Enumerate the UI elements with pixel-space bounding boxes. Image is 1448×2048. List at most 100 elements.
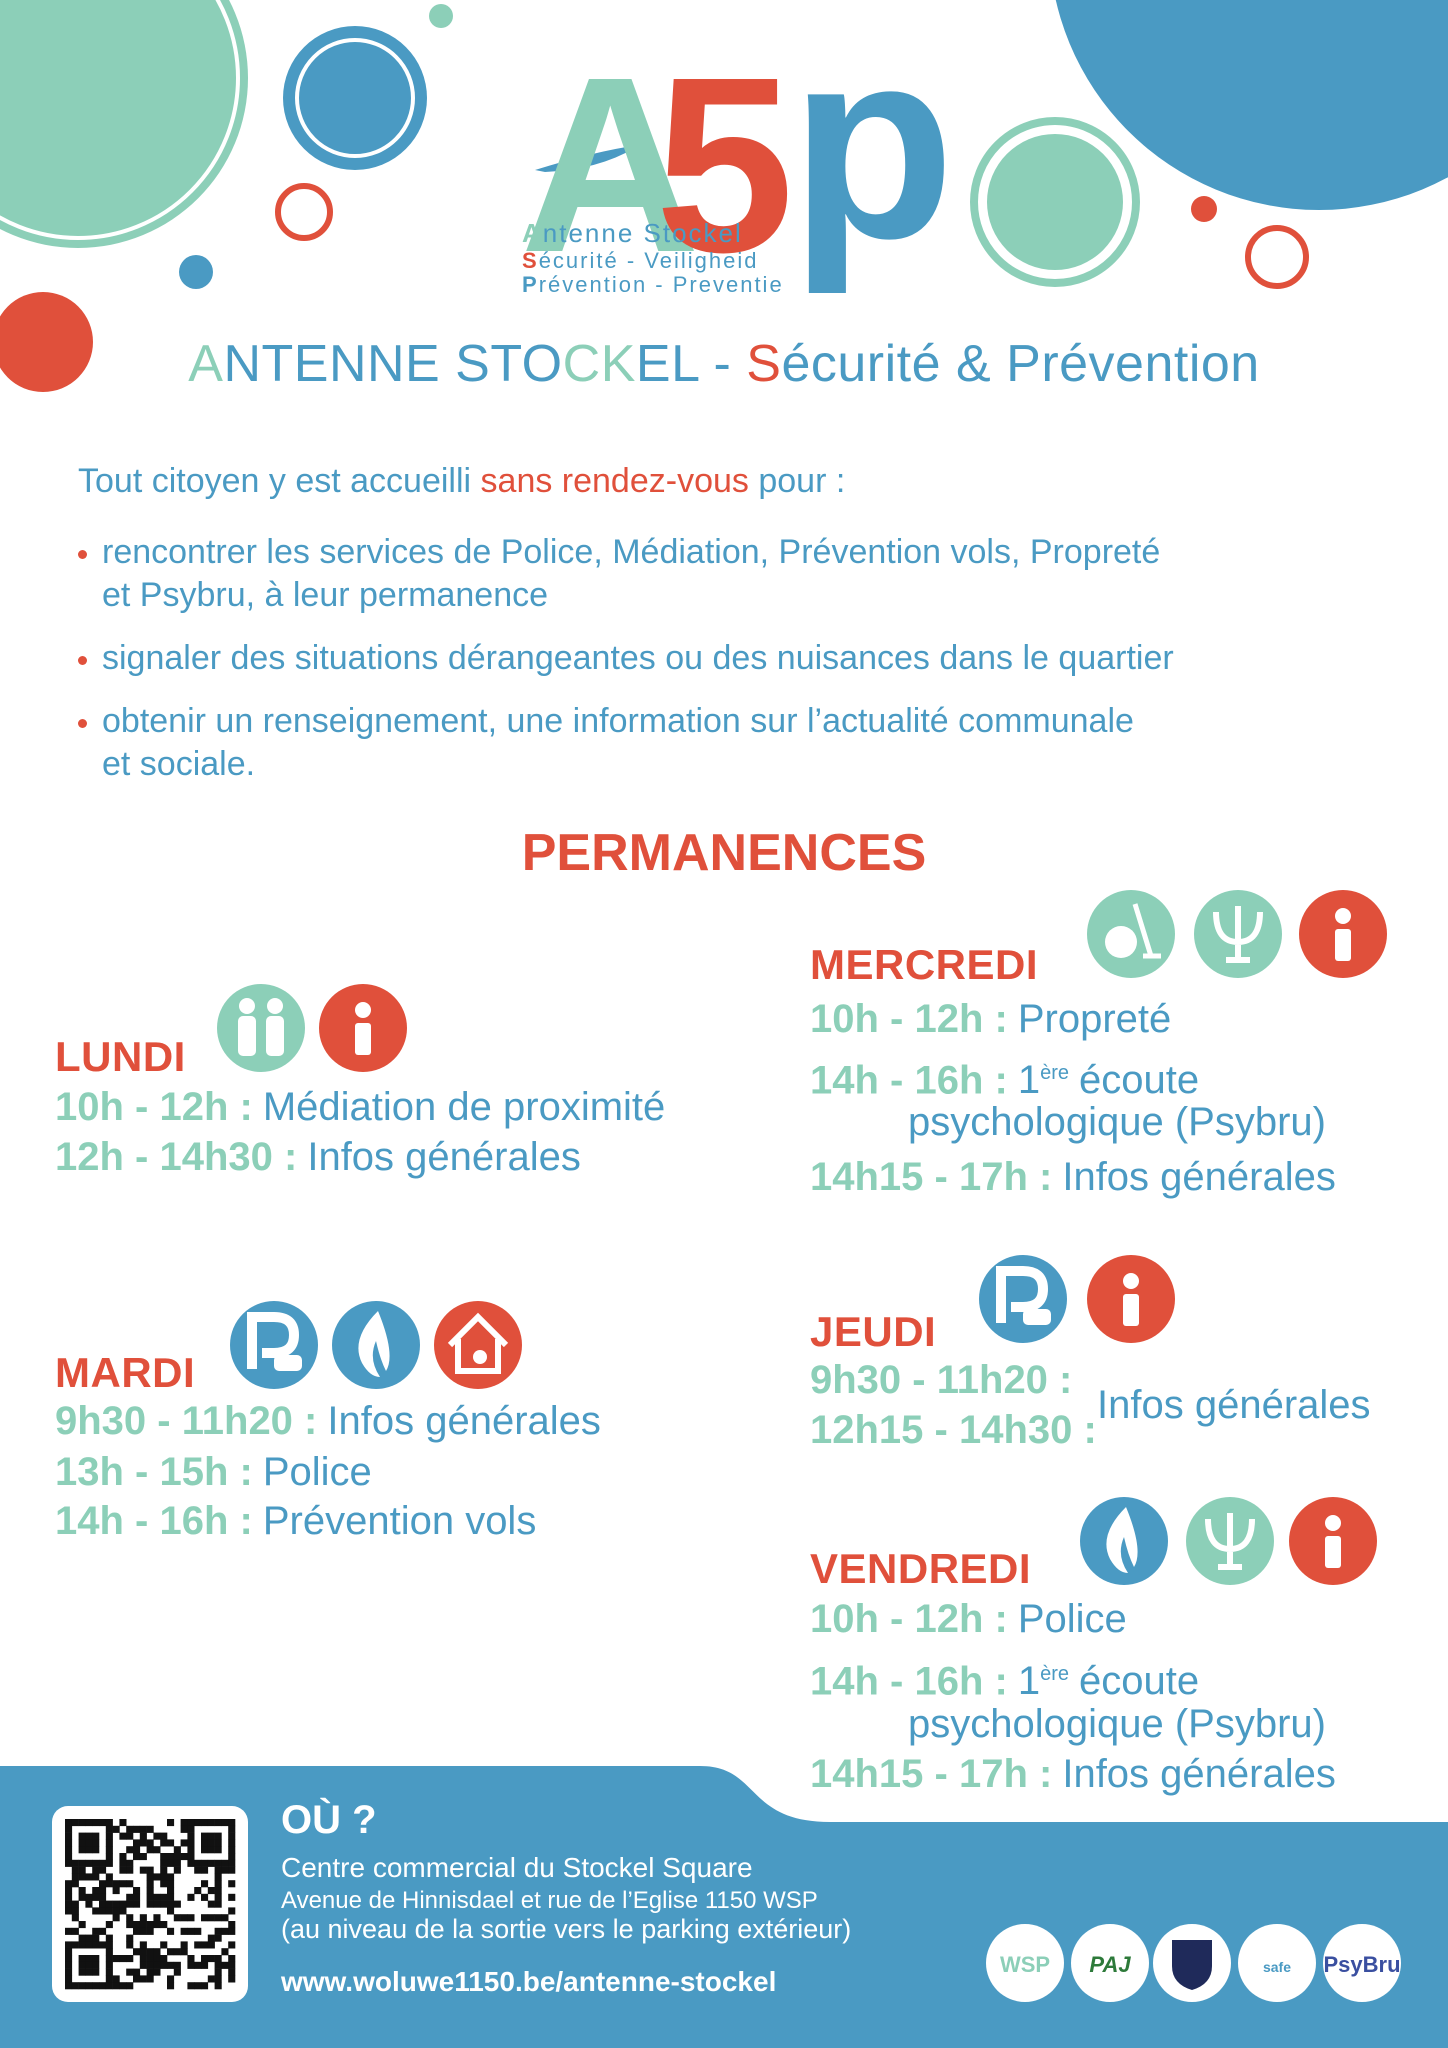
time: 12h - 14h30 : <box>55 1135 298 1179</box>
qr-cell <box>92 1955 100 1963</box>
qr-cell <box>167 1982 175 1990</box>
deco-dot <box>429 4 453 28</box>
qr-cell <box>139 1832 147 1840</box>
qr-cell <box>65 1927 73 1935</box>
qr-cell <box>65 1880 73 1888</box>
qr-cell <box>78 1893 86 1901</box>
qr-cell <box>173 1914 181 1922</box>
qr-cell <box>105 1839 113 1847</box>
qr-cell <box>146 1880 154 1888</box>
qr-cell <box>214 1887 222 1895</box>
qr-cell <box>71 1927 79 1935</box>
description: Propreté <box>1017 997 1172 1041</box>
qr-cell <box>207 1859 215 1867</box>
qr-cell <box>133 1948 141 1956</box>
qr-cell <box>187 1982 195 1990</box>
qr-cell <box>78 1859 86 1867</box>
logo-line: Prévention - Preventie <box>522 272 784 297</box>
qr-cell <box>85 1941 93 1949</box>
qr-cell <box>85 1893 93 1901</box>
qr-cell <box>105 1934 113 1942</box>
qr-cell <box>71 1819 79 1827</box>
qr-cell <box>139 1961 147 1969</box>
qr-cell <box>194 1887 202 1895</box>
qr-cell <box>92 1832 100 1840</box>
qr-cell <box>228 1832 236 1840</box>
qr-code <box>65 1819 236 1990</box>
schedule-line: 14h - 16h :1ère écoute <box>810 1051 1199 1102</box>
qr-cell <box>105 1853 113 1861</box>
icon-glyph <box>239 998 255 1014</box>
icon-glyph <box>355 1023 371 1055</box>
qr-cell <box>207 1934 215 1942</box>
qr-cell <box>92 1887 100 1895</box>
qr-cell <box>105 1941 113 1949</box>
icon-psy <box>1186 1497 1274 1585</box>
qr-cell <box>92 1873 100 1881</box>
qr-cell <box>221 1866 229 1874</box>
qr-cell <box>173 1948 181 1956</box>
title-part: NTENNE STO <box>223 335 563 393</box>
qr-cell <box>139 1955 147 1963</box>
qr-cell <box>153 1968 161 1976</box>
qr-cell <box>214 1819 222 1827</box>
intro-part: sans rendez-vous <box>480 462 749 500</box>
qr-cell <box>228 1846 236 1854</box>
icon-glyph <box>247 1312 300 1369</box>
logo-letter: 5 <box>655 25 795 304</box>
qr-cell <box>153 1921 161 1929</box>
qr-cell <box>167 1961 175 1969</box>
logo-letter: A <box>520 25 701 304</box>
qr-cell <box>153 1900 161 1908</box>
qr-cell <box>119 1880 127 1888</box>
qr-cell <box>65 1832 73 1840</box>
qr-cell <box>126 1941 134 1949</box>
description: Infos générales <box>307 1135 581 1179</box>
qr-cell <box>201 1914 209 1922</box>
qr-cell <box>194 1819 202 1827</box>
time: 10h - 12h : <box>810 1597 1008 1641</box>
qr-cell <box>78 1839 86 1847</box>
qr-cell <box>139 1941 147 1949</box>
qr-cell <box>119 1819 127 1827</box>
qr-cell <box>92 1968 100 1976</box>
qr-cell <box>65 1825 73 1833</box>
footer-url[interactable]: www.woluwe1150.be/antenne-stockel <box>281 1966 777 1997</box>
qr-cell <box>71 1900 79 1908</box>
qr-cell <box>207 1846 215 1854</box>
qr-cell <box>65 1887 73 1895</box>
title-part: S <box>746 335 782 393</box>
description: Infos générales <box>1062 1155 1336 1199</box>
qr-cell <box>173 1853 181 1861</box>
icon-glyph <box>1105 926 1137 958</box>
logo-circle <box>1071 1924 1149 2002</box>
qr-cell <box>187 1961 195 1969</box>
qr-cell <box>65 1846 73 1854</box>
qr-cell <box>146 1927 154 1935</box>
qr-cell <box>187 1859 195 1867</box>
qr-cell <box>214 1955 222 1963</box>
qr-cell <box>160 1859 168 1867</box>
qr-cell <box>99 1859 107 1867</box>
bullet-dot <box>78 719 87 728</box>
qr-cell <box>85 1955 93 1963</box>
qr-cell <box>207 1887 215 1895</box>
time: 13h - 15h : <box>55 1450 253 1494</box>
qr-cell <box>214 1873 222 1881</box>
qr-cell <box>153 1893 161 1901</box>
qr-cell <box>194 1982 202 1990</box>
icon-circle <box>1080 1497 1168 1585</box>
title-part: révention <box>1041 335 1260 393</box>
qr-cell <box>105 1880 113 1888</box>
qr-cell <box>99 1941 107 1949</box>
qr-cell <box>146 1887 154 1895</box>
day-name: JEUDI <box>810 1308 937 1355</box>
qr-cell <box>99 1927 107 1935</box>
qr-cell <box>105 1900 113 1908</box>
icon-glyph <box>267 998 283 1014</box>
qr-cell <box>173 1961 181 1969</box>
deco-circle <box>1055 0 1448 210</box>
deco-dot <box>1191 196 1217 222</box>
qr-cell <box>221 1914 229 1922</box>
